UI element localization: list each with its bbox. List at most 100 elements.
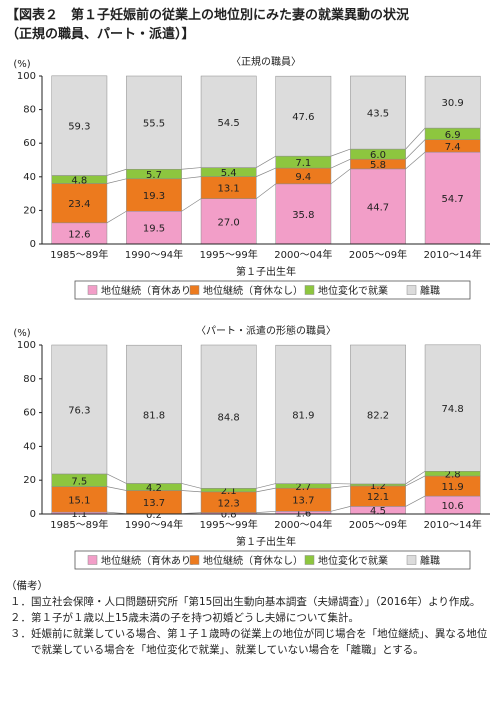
- bar-segment: [200, 75, 257, 168]
- data-label: 19.3: [143, 191, 165, 202]
- data-label: 12.3: [218, 498, 240, 509]
- bar-segment: [51, 344, 108, 475]
- note-text: 国立社会保障・人口問題研究所「第15回出生動向基本調査（夫婦調査）」（2016年…: [31, 596, 481, 608]
- bar-segment: [51, 486, 108, 513]
- connector-line: [405, 475, 426, 487]
- data-label: 10.6: [442, 501, 464, 512]
- data-label: 44.7: [367, 202, 389, 213]
- connector-line: [181, 490, 202, 493]
- legend-swatch: [87, 555, 98, 565]
- legend-swatch: [189, 555, 200, 565]
- data-label: 4.2: [146, 483, 162, 494]
- data-label: 35.8: [292, 210, 314, 221]
- y-tick-label: 0: [30, 509, 36, 520]
- legend-swatch: [406, 285, 417, 295]
- bar-segment: [350, 168, 406, 245]
- x-tick-label: 2005〜09年: [349, 518, 407, 531]
- bar-segment: [126, 344, 182, 484]
- legend-label: 地位継続（育休なし）: [203, 284, 303, 297]
- data-label: 84.8: [218, 413, 240, 424]
- connector-line: [256, 487, 276, 493]
- y-tick-label: 60: [23, 408, 36, 419]
- connector-line: [256, 510, 276, 513]
- data-label: 23.4: [68, 199, 90, 210]
- connector-line: [330, 506, 351, 512]
- bar-segment: [424, 75, 481, 129]
- x-tick-label: 2010〜14年: [424, 518, 482, 531]
- data-label: 13.7: [143, 498, 165, 509]
- x-tick-label: 1990〜94年: [125, 518, 183, 531]
- bar-segment: [275, 344, 332, 484]
- data-label: 0.2: [146, 510, 162, 521]
- note-number: ３．: [10, 628, 31, 640]
- connector-line: [181, 198, 202, 212]
- y-tick-label: 40: [23, 172, 36, 183]
- data-label: 27.0: [218, 217, 240, 228]
- data-label: 0.8: [221, 509, 237, 520]
- data-label: 4.5: [370, 506, 386, 517]
- connector-line: [106, 210, 127, 224]
- legend-swatch: [406, 555, 417, 565]
- x-tick-label: 1985〜89年: [50, 518, 108, 531]
- note-number: １．: [10, 596, 31, 608]
- bar-segment: [200, 198, 257, 245]
- bar-segment: [126, 178, 182, 212]
- data-label: 54.5: [218, 118, 240, 129]
- data-label: 9.4: [295, 172, 311, 183]
- y-tick-label: 0: [30, 239, 36, 250]
- data-label: 43.5: [367, 109, 389, 120]
- data-label: 5.4: [221, 168, 237, 179]
- bar-segment: [350, 75, 406, 150]
- connector-line: [106, 486, 127, 491]
- legend-label: 地位継続（育休あり）: [101, 284, 201, 297]
- data-label: 54.7: [442, 194, 464, 205]
- note-text: 第１子が１歳以上15歳未満の子を持つ初婚どうし夫婦について集計。: [31, 612, 360, 624]
- legend-swatch: [304, 555, 315, 565]
- connector-line: [181, 176, 202, 180]
- y-tick-label: 60: [23, 138, 36, 149]
- data-label: 2.7: [295, 482, 311, 493]
- y-tick-label: 100: [17, 340, 36, 351]
- data-label: 1.1: [71, 509, 87, 520]
- note-number: ２．: [10, 612, 31, 624]
- bar-segment: [126, 210, 182, 245]
- connector-line: [106, 473, 127, 484]
- x-tick-label: 1990〜94年: [125, 248, 183, 261]
- legend-box: [74, 550, 471, 570]
- data-label: 55.5: [143, 119, 165, 130]
- chart-title: 〈正規の職員〉: [231, 56, 301, 68]
- x-axis-label: 第１子出生年: [236, 265, 296, 278]
- y-axis-label: (%): [13, 328, 30, 339]
- y-tick-label: 100: [17, 71, 36, 82]
- connector-line: [405, 127, 426, 150]
- data-label: 6.9: [445, 130, 461, 141]
- connector-line: [405, 139, 426, 160]
- title-line: 【図表２ 第１子妊娠前の従業上の地位別にみた妻の就業異動の状況: [6, 8, 410, 23]
- bar-segment: [200, 344, 257, 489]
- y-tick-label: 20: [23, 475, 36, 486]
- connector-line: [256, 167, 276, 177]
- data-label: 19.5: [143, 224, 165, 235]
- y-tick-label: 80: [23, 374, 36, 385]
- connector-line: [106, 178, 127, 184]
- y-axis-label: (%): [13, 59, 30, 70]
- data-label: 7.5: [71, 476, 87, 487]
- y-tick-label: 40: [23, 441, 36, 452]
- notes-heading: （備考）: [6, 580, 48, 592]
- data-label: 5.8: [370, 160, 386, 171]
- data-label: 5.7: [146, 170, 162, 181]
- bar-segment: [424, 344, 481, 472]
- data-label: 12.6: [68, 229, 90, 240]
- x-tick-label: 1995〜99年: [200, 518, 258, 531]
- x-tick-label: 2000〜04年: [274, 518, 332, 531]
- legend-swatch: [304, 285, 315, 295]
- y-tick-label: 80: [23, 105, 36, 116]
- legend-label: 地位変化で就業: [318, 554, 388, 567]
- data-label: 13.1: [218, 184, 240, 195]
- legend-swatch: [189, 285, 200, 295]
- x-tick-label: 2010〜14年: [424, 248, 482, 261]
- connector-line: [256, 155, 276, 168]
- legend-label: 地位変化で就業: [318, 284, 388, 297]
